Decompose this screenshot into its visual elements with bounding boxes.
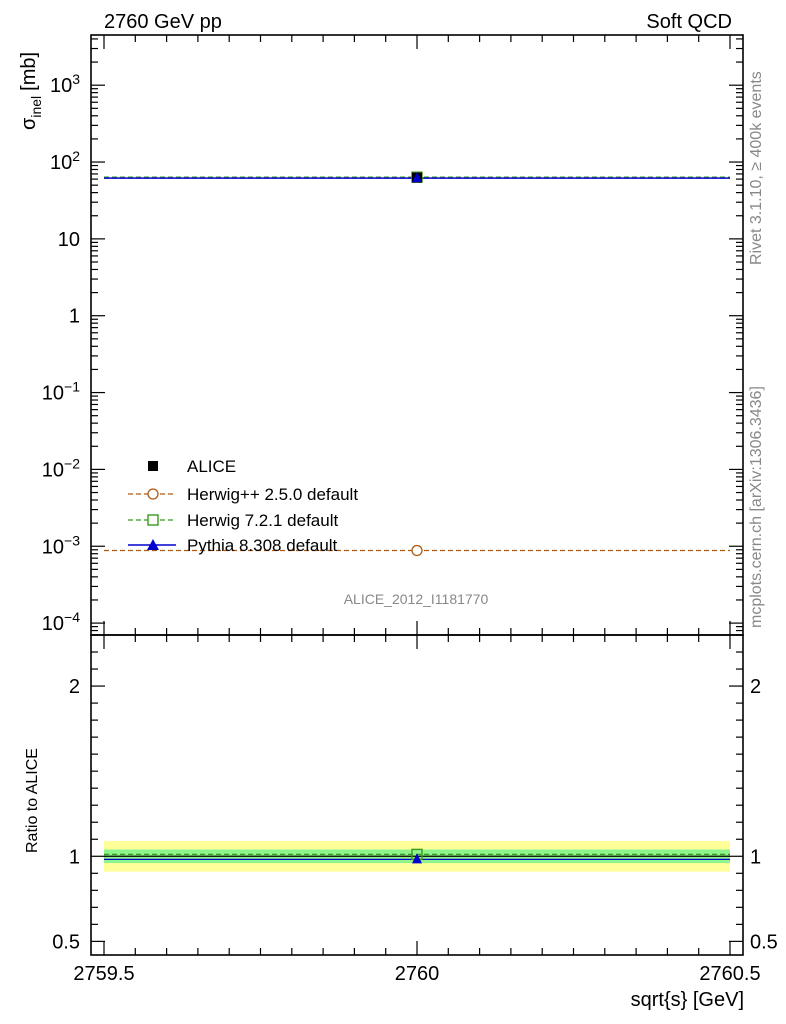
ratio-ytick-label-right: 2 <box>750 676 761 698</box>
xtick-label: 2759.5 <box>73 963 134 985</box>
legend: ALICE Herwig++ 2.5.0 default Herwig 7.2.… <box>128 457 358 555</box>
analysis-watermark: ALICE_2012_I1181770 <box>344 591 489 607</box>
ytick-label: 102 <box>50 148 80 174</box>
ytick-label: 10−3 <box>42 532 80 558</box>
legend-pythia-marker <box>147 539 159 550</box>
ratio-y-ticks <box>91 651 743 942</box>
legend-herwig7-marker <box>147 514 159 526</box>
ratio-ytick-label-left: 0.5 <box>52 931 80 953</box>
legend-alice-label: ALICE <box>187 457 236 476</box>
ratio-y-axis-label: Ratio to ALICE <box>24 748 41 853</box>
ratio-ytick-label-right: 0.5 <box>750 931 778 953</box>
ratio-panel-frame <box>90 634 744 956</box>
pythia-point <box>412 172 422 183</box>
xtick-label: 2760.5 <box>699 963 760 985</box>
x-axis-label: sqrt{s} [GeV] <box>631 989 744 1011</box>
ytick-label: 10−2 <box>42 455 80 481</box>
ytick-label: 10 <box>58 229 80 251</box>
ratio-pythia-point <box>412 853 422 864</box>
ratio-ytick-label-left: 2 <box>69 676 80 698</box>
main-y-axis-label: σinel[mb] <box>18 52 44 130</box>
ytick-label: 10−4 <box>42 609 80 635</box>
legend-herwigpp-label: Herwig++ 2.5.0 default <box>187 485 358 504</box>
ratio-ytick-label-right: 1 <box>750 846 761 868</box>
header-left: 2760 GeV pp <box>104 11 222 33</box>
main-y-tick-labels: 10−4 10−3 10−2 10−1 1 10 102 103 <box>42 71 80 635</box>
ytick-label: 1 <box>69 306 80 328</box>
legend-herwigpp-marker <box>147 488 159 500</box>
main-y-ticks <box>91 38 743 636</box>
legend-alice-marker <box>148 461 158 471</box>
legend-herwig7-label: Herwig 7.2.1 default <box>187 511 338 530</box>
rivet-version-label: Rivet 3.1.10, ≥ 400k events <box>748 71 765 265</box>
x-ticks <box>103 35 731 955</box>
herwigpp-point <box>411 544 423 557</box>
mcplots-label: mcplots.cern.ch [arXiv:1306.3436] <box>748 386 765 628</box>
ytick-label: 103 <box>50 71 80 97</box>
legend-pythia-label: Pythia 8.308 default <box>187 536 338 555</box>
header-right: Soft QCD <box>646 11 732 33</box>
xtick-label: 2760 <box>395 963 440 985</box>
ratio-ytick-label-left: 1 <box>69 846 80 868</box>
ytick-label: 10−1 <box>42 379 80 405</box>
